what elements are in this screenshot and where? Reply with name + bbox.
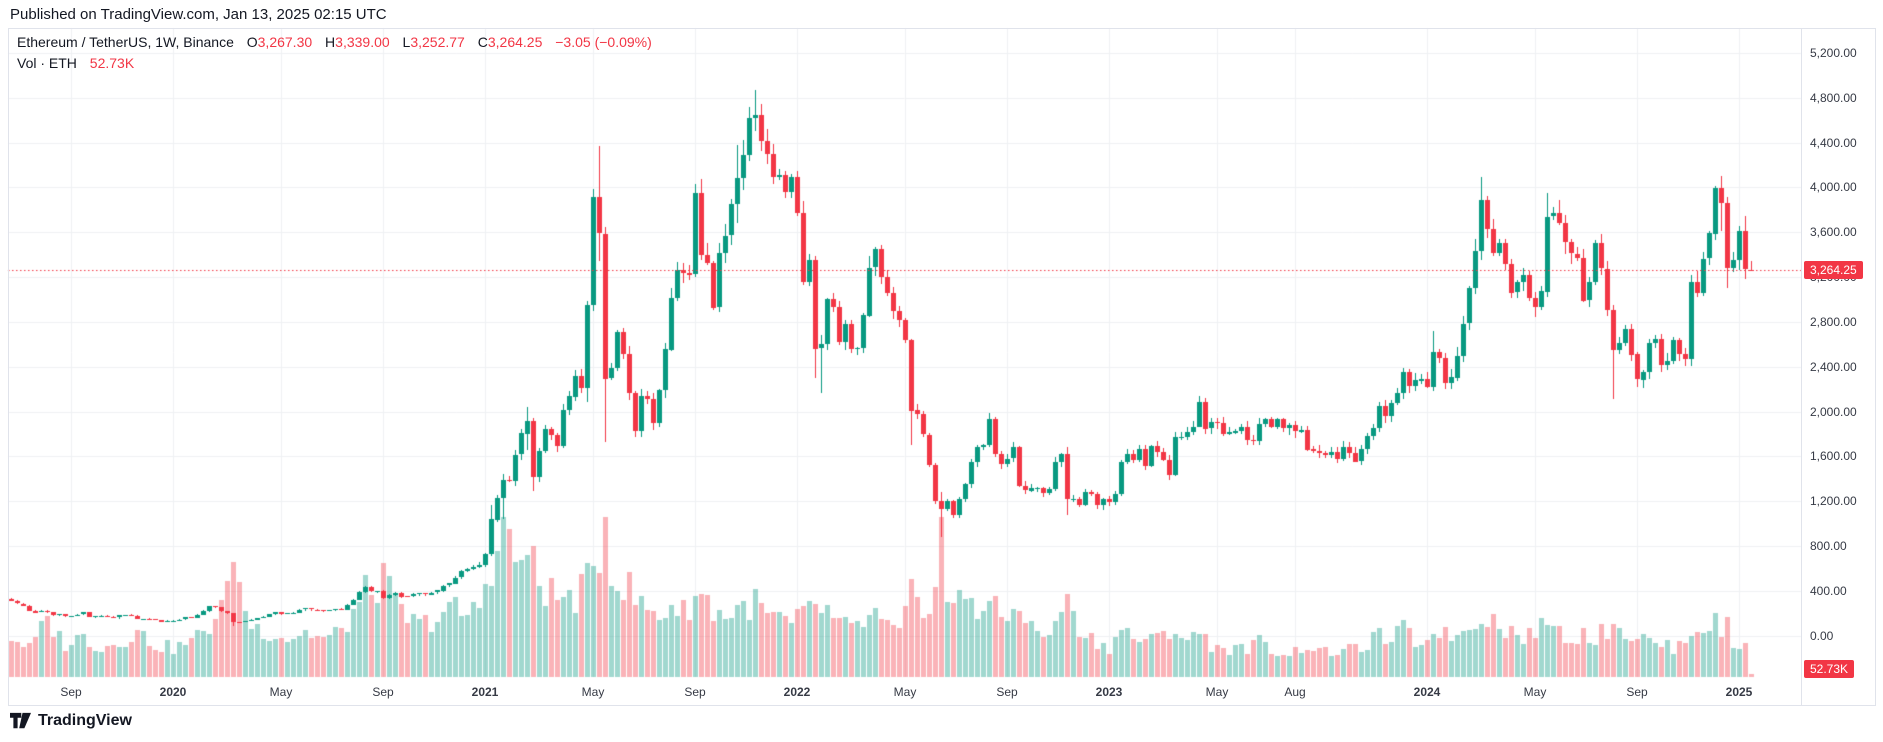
price-axis-label: 4,400.00 — [1810, 135, 1857, 150]
time-axis-label: Sep — [996, 685, 1018, 699]
published-line: Published on TradingView.com, Jan 13, 20… — [10, 6, 387, 23]
time-axis-label: Sep — [60, 685, 82, 699]
ohlc-open: O3,267.30 — [246, 34, 313, 50]
price-axis-separator — [1801, 28, 1802, 706]
last-price-badge: 3,264.25 — [1804, 260, 1863, 279]
price-axis-label: 1,200.00 — [1810, 494, 1857, 509]
time-axis-label: May — [1523, 685, 1547, 699]
chart-legend: Ethereum / TetherUS, 1W, Binance O3,267.… — [17, 34, 652, 71]
price-axis-label: 3,600.00 — [1810, 225, 1857, 240]
time-axis-label: May — [893, 685, 917, 699]
tradingview-logo[interactable]: TradingView — [10, 712, 132, 730]
time-axis-label: 2021 — [471, 685, 499, 699]
price-axis-label: 2,400.00 — [1810, 359, 1857, 374]
chart-frame — [8, 28, 1876, 706]
time-axis-label: May — [581, 685, 605, 699]
symbol-title: Ethereum / TetherUS, 1W, Binance — [17, 34, 234, 50]
legend-volume-row[interactable]: Vol · ETH 52.73K — [17, 55, 652, 71]
price-axis-label: 2,800.00 — [1810, 314, 1857, 329]
price-axis-label: 5,200.00 — [1810, 45, 1857, 60]
time-axis-label: Aug — [1284, 685, 1306, 699]
price-axis-label: 1,600.00 — [1810, 449, 1857, 464]
time-axis-label: 2024 — [1413, 685, 1441, 699]
volume-badge: 52.73K — [1804, 660, 1855, 678]
legend-symbol-row[interactable]: Ethereum / TetherUS, 1W, Binance O3,267.… — [17, 34, 652, 50]
tradingview-logo-icon — [10, 712, 31, 729]
ohlc-close: C3,264.25 — [477, 34, 543, 50]
time-axis-label: 2023 — [1095, 685, 1123, 699]
price-axis-label: 0.00 — [1810, 628, 1834, 643]
ohlc-low: L3,252.77 — [402, 34, 465, 50]
volume-value: 52.73K — [89, 55, 135, 71]
time-axis-label: 2022 — [783, 685, 811, 699]
time-axis-label: May — [1205, 685, 1229, 699]
ohlc-high: H3,339.00 — [325, 34, 390, 50]
time-axis-label: Sep — [1626, 685, 1648, 699]
time-axis-label: Sep — [372, 685, 394, 699]
change-value: −3.05 (−0.09%) — [555, 34, 652, 50]
price-axis-label: 4,000.00 — [1810, 180, 1857, 195]
volume-label: Vol · ETH — [17, 55, 77, 71]
time-axis-label: Sep — [684, 685, 706, 699]
tradingview-logo-text: TradingView — [38, 712, 132, 729]
price-axis-label: 400.00 — [1810, 583, 1847, 598]
price-axis-label: 2,000.00 — [1810, 404, 1857, 419]
time-axis-label: May — [269, 685, 293, 699]
price-axis-label: 4,800.00 — [1810, 90, 1857, 105]
time-axis-label: 2025 — [1725, 685, 1753, 699]
price-axis-label: 800.00 — [1810, 539, 1847, 554]
time-axis-label: 2020 — [159, 685, 187, 699]
